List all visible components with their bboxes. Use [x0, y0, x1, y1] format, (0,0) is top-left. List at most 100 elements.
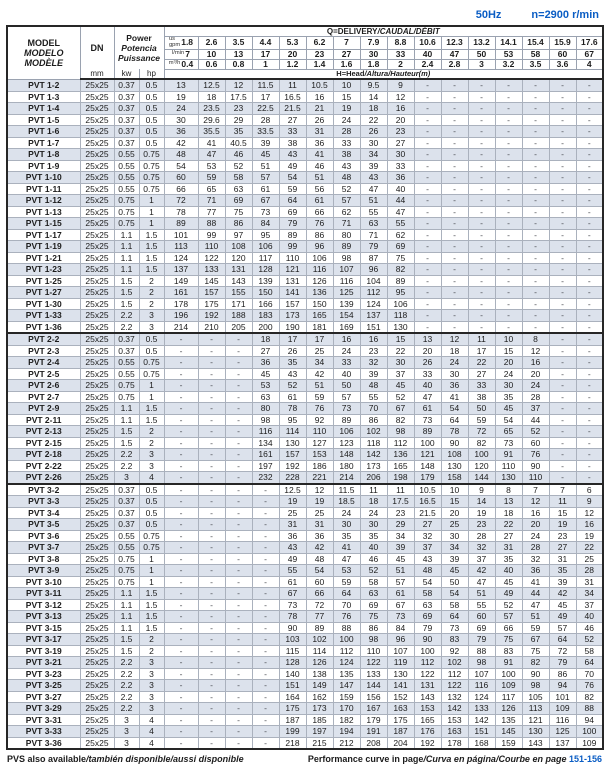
kw-cell: 3	[113, 736, 140, 750]
head-cell: -	[440, 228, 469, 242]
head-cell: 92	[305, 413, 334, 427]
head-cell: 121	[413, 448, 442, 461]
dn-cell: 25x25	[79, 102, 115, 115]
head-cell: -	[413, 205, 442, 219]
head-cell: 80	[332, 228, 361, 242]
head-cell: 17	[251, 90, 280, 104]
head-cell: -	[163, 702, 199, 715]
head-cell: 90	[440, 436, 469, 450]
head-cell: 196	[163, 309, 199, 322]
model-cell: PVT 2-3	[6, 344, 81, 358]
hp-cell: 1.5	[138, 263, 165, 276]
head-cell: 117	[494, 690, 523, 704]
head-cell: 165	[305, 309, 334, 322]
head-cell: 161	[163, 286, 199, 299]
head-cell: 45	[251, 148, 280, 161]
hp-cell: 1	[138, 564, 165, 577]
head-cell: 59	[197, 171, 226, 184]
head-cell: 54	[494, 413, 523, 427]
head-cell: 90	[521, 459, 550, 473]
head-cell: 26	[305, 113, 334, 127]
head-cell: 34	[386, 529, 415, 543]
head-cell: -	[197, 344, 226, 358]
head-cell: -	[224, 575, 253, 589]
head-cell: 122	[197, 251, 226, 265]
head-cell: -	[413, 182, 442, 196]
kw-cell: 0.37	[113, 506, 140, 520]
model-cell: PVT 3-19	[6, 644, 81, 658]
head-cell: 12	[440, 332, 469, 346]
head-cell: -	[197, 425, 226, 438]
head-cell: 61	[278, 575, 307, 589]
head-cell: -	[575, 113, 604, 127]
kw-cell: 2.2	[113, 448, 140, 461]
head-cell: -	[575, 90, 604, 104]
head-cell: -	[251, 575, 280, 589]
head-cell: 53	[197, 159, 226, 173]
hp-cell: 1.5	[138, 251, 165, 265]
head-cell: 122	[359, 656, 388, 669]
head-cell: -	[224, 482, 253, 497]
head-cell: 62	[386, 228, 415, 242]
head-cell: -	[494, 125, 523, 138]
head-cell: -	[224, 425, 253, 438]
head-cell: 27	[278, 113, 307, 127]
head-cell: 69	[359, 598, 388, 612]
model-cell: PVT 2-5	[6, 367, 81, 381]
us-gpm-value: 7.9	[359, 36, 388, 50]
head-cell: 15	[494, 344, 523, 358]
head-cell: -	[413, 217, 442, 230]
kw-cell: 1.1	[113, 402, 140, 415]
head-cell: -	[521, 286, 550, 299]
head-cell: 128	[251, 263, 280, 276]
head-cell: -	[575, 148, 604, 161]
hp-unit-label: hp	[138, 69, 165, 81]
head-cell: -	[224, 679, 253, 692]
l-min-value: 10	[197, 48, 226, 60]
head-cell: -	[163, 379, 199, 392]
head-cell: 65	[494, 425, 523, 438]
head-cell: -	[251, 725, 280, 738]
head-cell: -	[197, 644, 226, 658]
head-cell: -	[575, 379, 604, 392]
head-cell: 59	[332, 575, 361, 589]
head-cell: 89	[413, 425, 442, 438]
head-cell: 33	[278, 125, 307, 138]
dn-cell: 25x25	[79, 413, 115, 427]
model-cell: PVT 1-3	[6, 90, 81, 104]
head-cell: 192	[413, 736, 442, 750]
table-row: PVT 2-22 25x25 2.2 3- - -197 192 186 180 173 165 14…	[6, 459, 604, 473]
head-cell: 45	[440, 564, 469, 577]
head-cell: 116	[548, 713, 577, 727]
head-cell: -	[521, 90, 550, 104]
model-cell: PVT 3-10	[6, 575, 81, 589]
hp-cell: 3	[138, 702, 165, 715]
head-cell: 66	[305, 587, 334, 600]
head-cell: 23	[467, 518, 496, 531]
head-cell: -	[548, 425, 577, 438]
head-cell: 28	[521, 541, 550, 554]
head-cell: 45	[251, 367, 280, 381]
head-cell: 24	[521, 379, 550, 392]
us-gpm-unit-label: us gpm	[168, 36, 181, 48]
curve-reference-en: Performance curve in page	[307, 754, 424, 765]
head-cell: 45	[548, 598, 577, 612]
table-row: PVT 3-23 25x25 2.2 3- - - -140 138 135 133 130 122 1…	[6, 667, 604, 681]
head-cell: -	[467, 113, 496, 127]
us-gpm-value: 17.6	[575, 36, 604, 50]
head-cell: -	[163, 529, 199, 543]
head-cell: 18	[359, 495, 388, 508]
head-cell: -	[548, 413, 577, 427]
head-cell: 59	[521, 621, 550, 635]
head-cell: 187	[278, 713, 307, 727]
head-cell: 165	[386, 459, 415, 473]
head-cell: 69	[278, 205, 307, 219]
head-cell: 90	[413, 633, 442, 646]
head-cell: 42	[467, 564, 496, 577]
head-cell: 179	[413, 471, 442, 485]
table-row: PVT 3-13 25x25 1.1 1.5- - - -78 77 76 75 73 69 64 60 5…	[6, 610, 604, 623]
curve-page-link[interactable]: 151-156	[568, 754, 602, 765]
head-cell: 124	[467, 690, 496, 704]
head-cell: 11	[386, 482, 415, 497]
head-cell: -	[440, 320, 469, 334]
